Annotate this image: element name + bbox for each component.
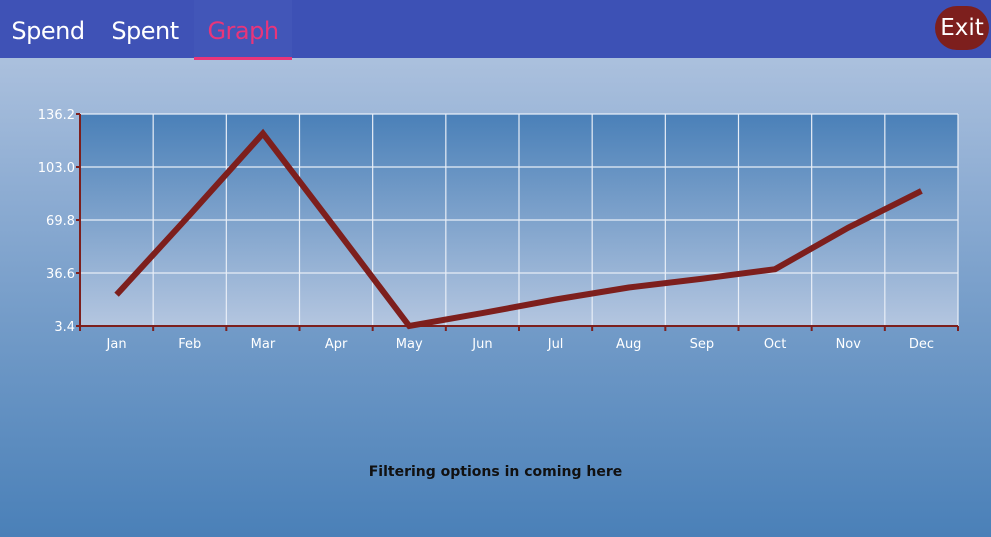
tab-graph[interactable]: Graph [194, 0, 292, 58]
top-navigation-bar: Spend Spent Graph Exit [0, 0, 991, 60]
x-tick-label: Sep [690, 337, 715, 352]
active-tab-indicator [194, 57, 292, 60]
exit-button[interactable]: Exit [935, 6, 989, 50]
x-tick-label: Jun [471, 337, 492, 352]
y-tick-label: 136.2 [38, 108, 75, 123]
x-axis-tick-labels: Jan Feb Mar Apr May Jun Jul Aug Sep Oct Nov Dec [106, 337, 934, 352]
y-tick-label: 3.4 [54, 320, 75, 335]
x-tick-label: Oct [764, 337, 786, 352]
grid-lines [79, 113, 959, 327]
y-tick-label: 36.6 [46, 267, 75, 282]
x-tick-label: Mar [251, 337, 276, 352]
x-tick-label: Jan [106, 337, 127, 352]
y-tick-label: 69.8 [46, 214, 75, 229]
series-line [114, 128, 923, 330]
filter-options-placeholder: Filtering options in coming here [368, 464, 623, 480]
x-tick-label: May [396, 337, 423, 352]
x-tick-label: Aug [616, 337, 641, 352]
series-group [114, 128, 923, 330]
x-tick-label: Dec [909, 337, 934, 352]
x-tick-label: Feb [178, 337, 201, 352]
axes [76, 113, 959, 331]
x-tick-label: Jul [547, 337, 564, 352]
y-axis-tick-labels: 136.2 103.0 69.8 36.6 3.4 [38, 108, 75, 335]
x-tick-label: Apr [325, 337, 348, 352]
x-tick-label: Nov [836, 337, 862, 352]
y-tick-label: 103.0 [38, 161, 75, 176]
tab-spent[interactable]: Spent [96, 0, 194, 58]
tab-spend[interactable]: Spend [0, 0, 96, 58]
monthly-spend-line-chart: 136.2 103.0 69.8 36.6 3.4 Jan Feb Mar Apr May Jun… [38, 108, 959, 352]
